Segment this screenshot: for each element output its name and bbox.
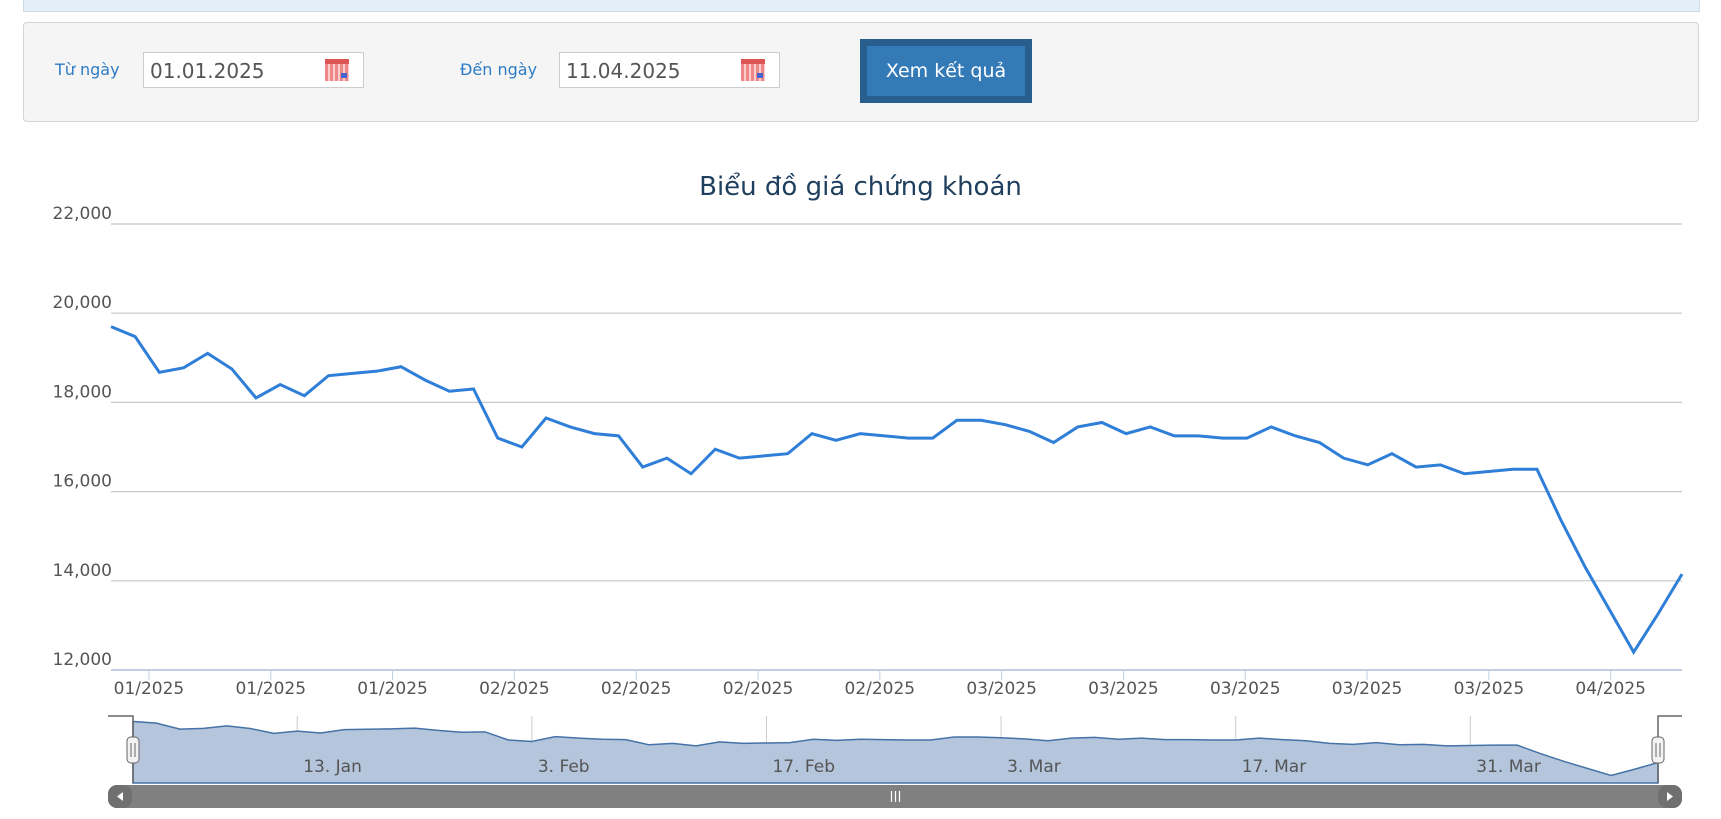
handle-grip-icon bbox=[130, 743, 136, 757]
navigator-handle[interactable] bbox=[1651, 736, 1665, 764]
x-tick-label: 03/2025 bbox=[1454, 679, 1525, 699]
y-tick-label: 20,000 bbox=[53, 293, 112, 313]
from-date-value: 01.01.2025 bbox=[150, 59, 265, 83]
calendar-icon[interactable] bbox=[325, 59, 349, 81]
x-tick-label: 01/2025 bbox=[357, 679, 428, 699]
price-line bbox=[110, 325, 1684, 656]
from-date-label: Từ ngày bbox=[55, 60, 120, 79]
scrollbar-grip-icon bbox=[890, 791, 901, 802]
navigator-label: 13. Jan bbox=[303, 757, 362, 777]
navigator-series bbox=[132, 720, 1659, 784]
to-date-label: Đến ngày bbox=[460, 60, 538, 79]
x-tick-label: 02/2025 bbox=[723, 679, 794, 699]
y-tick-label: 16,000 bbox=[53, 472, 112, 492]
navigator-label: 3. Mar bbox=[1007, 757, 1061, 777]
x-tick-label: 03/2025 bbox=[1088, 679, 1159, 699]
x-tick-label: 01/2025 bbox=[235, 679, 306, 699]
x-tick-label: 03/2025 bbox=[1210, 679, 1281, 699]
top-info-strip bbox=[23, 0, 1700, 12]
arrow-left-icon bbox=[117, 792, 123, 801]
y-tick-label: 18,000 bbox=[53, 382, 112, 402]
x-tick-label: 03/2025 bbox=[966, 679, 1037, 699]
navigator-label: 3. Feb bbox=[538, 757, 590, 777]
view-results-button[interactable]: Xem kết quả bbox=[860, 39, 1032, 103]
from-date-input[interactable]: 01.01.2025 bbox=[143, 52, 364, 88]
view-results-label: Xem kết quả bbox=[867, 46, 1025, 96]
navigator-label: 17. Mar bbox=[1242, 757, 1307, 777]
y-tick-label: 12,000 bbox=[53, 650, 112, 670]
calendar-icon[interactable] bbox=[741, 59, 765, 81]
to-date-value: 11.04.2025 bbox=[566, 59, 681, 83]
x-tick-label: 03/2025 bbox=[1332, 679, 1403, 699]
x-tick-label: 02/2025 bbox=[601, 679, 672, 699]
y-tick-label: 14,000 bbox=[53, 561, 112, 581]
navigator-label: 31. Mar bbox=[1476, 757, 1541, 777]
x-tick-label: 02/2025 bbox=[479, 679, 550, 699]
x-tick-label: 04/2025 bbox=[1575, 679, 1646, 699]
navigator-label: 17. Feb bbox=[772, 757, 835, 777]
chart-title: Biểu đồ giá chứng khoán bbox=[699, 172, 1022, 202]
arrow-right-icon bbox=[1667, 792, 1673, 801]
y-tick-label: 22,000 bbox=[53, 204, 112, 224]
to-date-input[interactable]: 11.04.2025 bbox=[559, 52, 780, 88]
x-tick-label: 02/2025 bbox=[845, 679, 916, 699]
x-tick-label: 01/2025 bbox=[114, 679, 185, 699]
handle-grip-icon bbox=[1655, 743, 1661, 757]
navigator-handle[interactable] bbox=[126, 736, 140, 764]
